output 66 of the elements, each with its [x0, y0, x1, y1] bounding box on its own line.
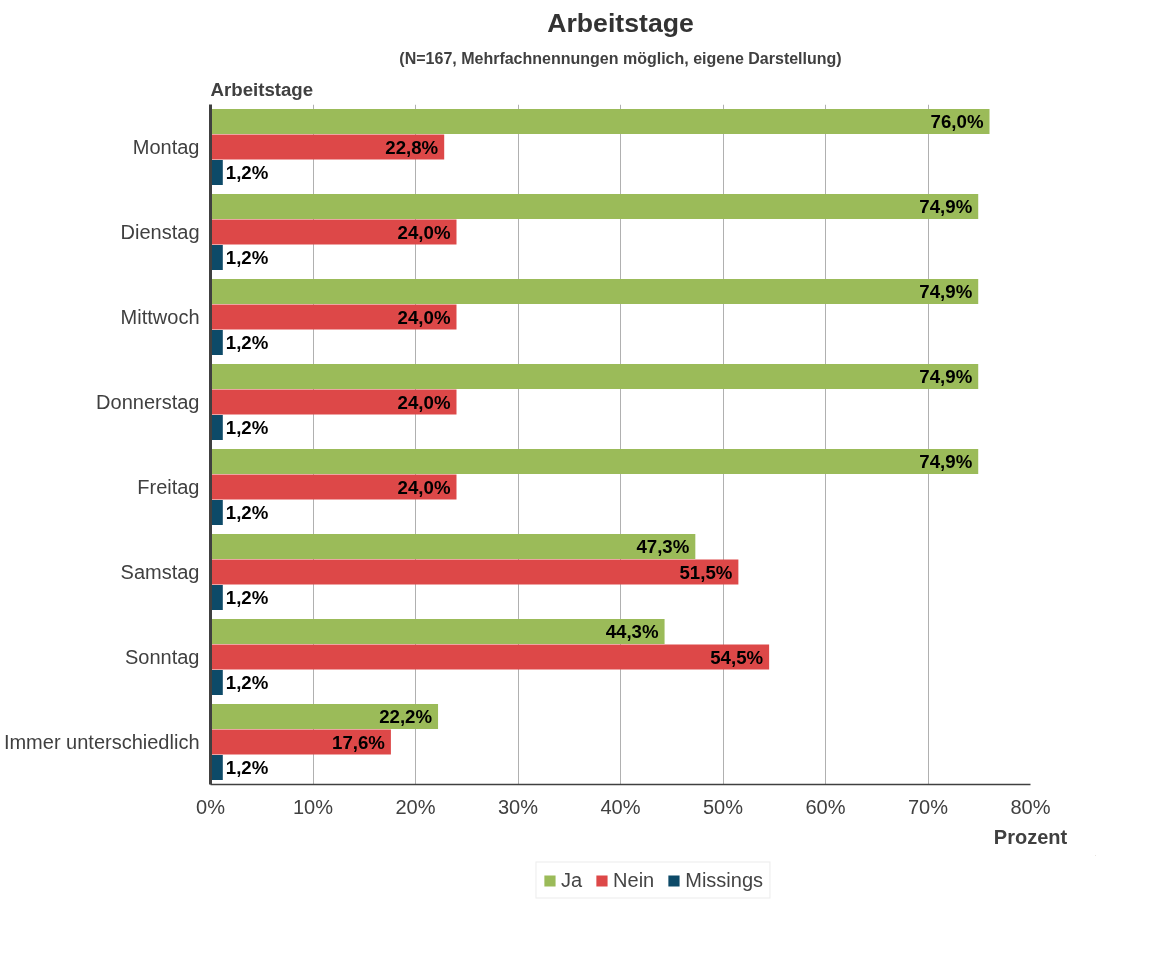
data-label: 17,6% — [332, 731, 386, 753]
y-axis-title: Arbeitstage — [210, 78, 314, 100]
bar — [210, 245, 223, 270]
y-tick-label: Immer unterschiedlich — [3, 731, 200, 753]
bar — [210, 279, 979, 304]
x-tick-label: 40% — [600, 795, 641, 818]
legend-label: Ja — [560, 868, 583, 892]
bar — [210, 585, 223, 610]
x-tick-label: 50% — [702, 795, 744, 818]
data-label: 1,2% — [225, 332, 269, 353]
y-tick-label: Dienstag — [120, 221, 200, 243]
data-label: 24,0% — [397, 391, 451, 413]
bar — [210, 500, 223, 525]
bar — [210, 109, 990, 134]
legend-label: Nein — [613, 868, 655, 892]
bar — [210, 644, 770, 670]
data-label: 24,0% — [397, 476, 451, 498]
legend-label: Missings — [685, 868, 764, 892]
x-tick-label: 30% — [497, 795, 539, 818]
bar — [210, 449, 979, 474]
bar — [210, 415, 223, 440]
x-axis-title: Prozent — [993, 825, 1068, 848]
bar — [210, 755, 223, 780]
x-tick-label: 0% — [196, 795, 226, 818]
y-tick-label: Mittwoch — [120, 306, 200, 328]
y-tick-label: Samstag — [120, 561, 200, 583]
bar — [210, 534, 696, 559]
data-label: 74,9% — [919, 451, 973, 472]
data-label: 1,2% — [225, 757, 269, 778]
data-label: 22,8% — [385, 136, 439, 158]
y-tick-label: Sonntag — [124, 646, 200, 668]
data-label: 74,9% — [919, 366, 973, 387]
bar — [210, 160, 223, 185]
y-tick-label: Montag — [132, 136, 200, 158]
x-tick-label: 70% — [907, 795, 949, 818]
data-label: 1,2% — [225, 417, 269, 438]
data-label: 74,9% — [919, 196, 973, 217]
data-label: 51,5% — [679, 561, 733, 583]
x-tick-label: 80% — [1010, 795, 1051, 818]
data-label: 1,2% — [225, 247, 269, 268]
data-label: 24,0% — [397, 221, 451, 243]
data-label: 54,5% — [710, 646, 764, 668]
data-label: 24,0% — [397, 306, 451, 328]
bar — [210, 330, 223, 355]
chart-subtitle: (N=167, Mehrfachnennungen möglich, eigene Darstellung) — [399, 49, 842, 67]
bar — [210, 364, 979, 389]
x-tick-label: 10% — [292, 795, 334, 818]
bar — [210, 619, 665, 644]
data-label: 1,2% — [225, 162, 269, 183]
x-tick-label: 60% — [805, 795, 846, 818]
bar — [210, 194, 979, 219]
data-label: 22,2% — [379, 706, 433, 727]
y-tick-label: Freitag — [137, 476, 200, 498]
data-label: 76,0% — [930, 111, 984, 132]
data-label: 74,9% — [919, 281, 973, 302]
data-label: 1,2% — [225, 672, 269, 693]
chart-title: Arbeitstage — [547, 7, 694, 38]
bar — [210, 670, 223, 695]
bar — [210, 559, 739, 585]
x-tick-label: 20% — [395, 795, 436, 818]
data-label: 47,3% — [636, 536, 690, 557]
y-tick-label: Donnerstag — [96, 391, 200, 413]
bar — [210, 704, 439, 729]
data-label: 44,3% — [605, 621, 659, 642]
data-label: 1,2% — [225, 587, 269, 608]
data-label: 1,2% — [225, 502, 269, 523]
